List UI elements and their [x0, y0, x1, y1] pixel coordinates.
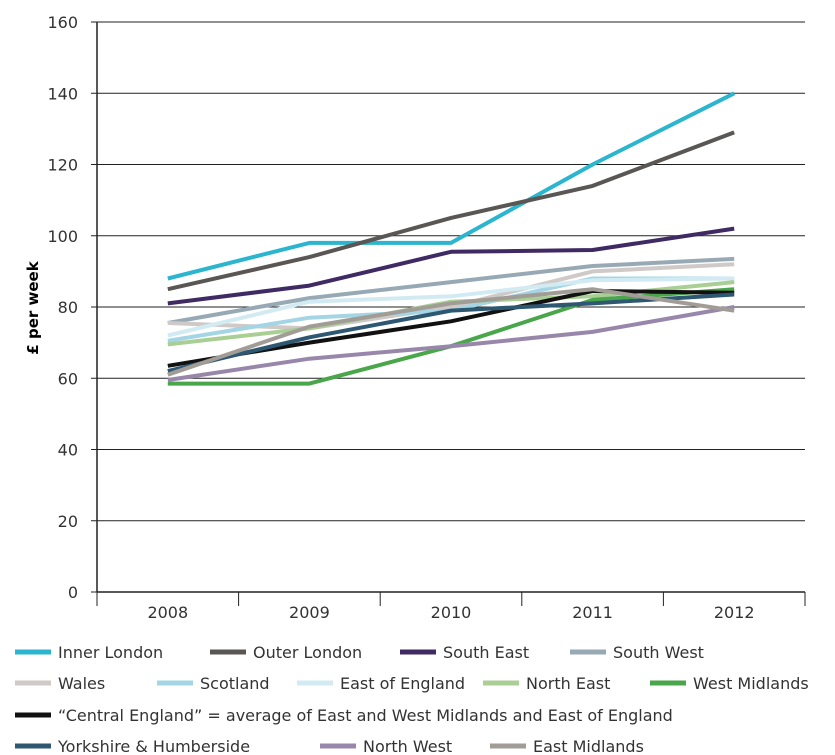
legend-label: South East	[443, 643, 529, 662]
y-tick-label: 40	[58, 441, 78, 460]
series-line-6	[167, 276, 735, 338]
y-tick-label: 120	[47, 156, 78, 175]
series-line-0	[167, 91, 736, 281]
y-axis-label: £ per week	[24, 260, 42, 354]
y-tick-label: 140	[47, 84, 78, 103]
legend-label: Inner London	[58, 643, 163, 662]
legend-label: North West	[363, 737, 452, 755]
x-tick-label: 2009	[289, 603, 330, 622]
x-tick-label: 2011	[572, 603, 613, 622]
x-tick-labels: 2008 2009 2010 2011 2012	[147, 603, 754, 622]
x-tick-label: 2012	[714, 603, 755, 622]
y-tick-label: 100	[47, 227, 78, 246]
legend-label: North East	[526, 674, 610, 693]
legend-label: Outer London	[253, 643, 362, 662]
x-tick-label: 2008	[147, 603, 188, 622]
legend-label: West Midlands	[693, 674, 809, 693]
legend-label: “Central England” = average of East and …	[58, 706, 673, 725]
series-lines	[167, 91, 736, 386]
legend-label: Yorkshire & Humberside	[57, 737, 250, 755]
series-line-12	[167, 287, 735, 377]
legend-label: Wales	[58, 674, 105, 693]
series-line-1	[167, 130, 735, 292]
series-line-10	[167, 292, 735, 374]
legend-label: East Midlands	[533, 737, 644, 755]
series-line-11	[167, 305, 735, 382]
axes	[96, 22, 806, 606]
y-tick-label: 160	[47, 13, 78, 32]
legend-label: East of England	[340, 674, 465, 693]
legend: Inner London Outer London South East South …	[15, 643, 809, 755]
legend-label: South West	[613, 643, 704, 662]
y-tick-label: 20	[58, 512, 78, 531]
y-tick-labels: 0 20 40 60 80 100 120 140 160	[47, 13, 78, 602]
y-tick-label: 80	[58, 298, 78, 317]
y-tick-label: 60	[58, 369, 78, 388]
legend-label: Scotland	[200, 674, 270, 693]
y-tick-label: 0	[68, 583, 78, 602]
series-line-3	[167, 256, 735, 325]
series-line-2	[167, 226, 735, 306]
x-tick-label: 2010	[431, 603, 472, 622]
